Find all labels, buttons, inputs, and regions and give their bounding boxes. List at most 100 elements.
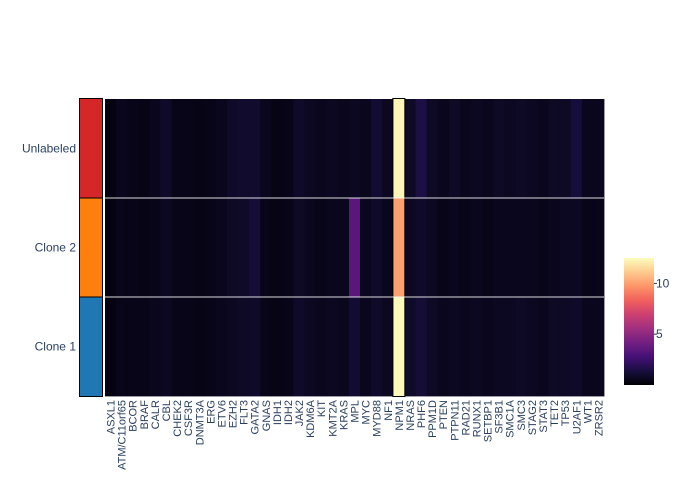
heatmap-cell-unlabeled-sf3b1 xyxy=(493,99,505,199)
heatmap-cell-unlabeled-bcor xyxy=(127,99,139,199)
heatmap-cell-clone-2-etv6 xyxy=(215,198,228,298)
heatmap-cell-clone-1-idh2 xyxy=(282,297,294,397)
heatmap-cell-clone-2-kdm6a xyxy=(304,198,317,298)
heatmap-cell-clone-2-nf1 xyxy=(382,198,394,298)
heatmap-cell-unlabeled-smc1a xyxy=(504,99,516,199)
heatmap-cell-clone-1-pten xyxy=(437,297,450,397)
heatmap-cell-unlabeled-gnas xyxy=(260,99,272,199)
x-tick-label-u2af1: U2AF1 xyxy=(571,400,583,434)
heatmap-cell-clone-2-tp53 xyxy=(559,198,572,298)
x-tick-label-setbp1: SETBP1 xyxy=(483,400,495,442)
heatmap-cell-clone-1-zrsr2 xyxy=(592,297,605,397)
heatmap-cell-clone-1-ppm1d xyxy=(426,297,439,397)
heatmap-cell-unlabeled-ppm1d xyxy=(426,99,439,199)
heatmap-cell-unlabeled-runx1 xyxy=(470,99,483,199)
x-tick-label-asxl1: ASXL1 xyxy=(106,400,118,434)
heatmap-cell-unlabeled-smc3 xyxy=(515,99,527,199)
x-tick-label-chek2: CHEK2 xyxy=(172,400,184,437)
heatmap-cell-clone-1-rad21 xyxy=(459,297,472,397)
heatmap-cell-clone-1-mpl xyxy=(348,297,361,397)
heatmap-cell-unlabeled-etv6 xyxy=(215,99,228,199)
heatmap-cell-clone-1-cbl xyxy=(160,297,172,397)
heatmap-cell-clone-1-myd88 xyxy=(371,297,383,397)
heatmap-cell-clone-1-flt3 xyxy=(238,297,250,397)
heatmap-cell-clone-1-kdm6a xyxy=(304,297,317,397)
colorbar-gradient xyxy=(624,258,654,385)
x-tick-label-kmt2a: KMT2A xyxy=(327,399,339,436)
heatmap-cell-clone-2-pten xyxy=(437,198,450,298)
heatmap-cell-clone-1-kras xyxy=(337,297,350,397)
heatmap-cell-clone-1-idh1 xyxy=(271,297,283,397)
x-tick-label-ppm1d: PPM1D xyxy=(427,400,439,438)
colorbar-tick-label-10: 10 xyxy=(656,276,670,290)
heatmap-cell-clone-1-kit xyxy=(315,297,328,397)
y-tick-label-unlabeled: Unlabeled xyxy=(22,142,76,156)
heatmap-cell-clone-1-chek2 xyxy=(171,297,184,397)
heatmap-cell-unlabeled-dnmt3a xyxy=(193,99,206,199)
heatmap-cell-clone-2-jak2 xyxy=(293,198,305,298)
heatmap-cell-clone-2-wt1 xyxy=(581,198,594,298)
heatmap-cell-clone-2-idh2 xyxy=(282,198,294,298)
heatmap-cell-unlabeled-npm1 xyxy=(393,99,405,199)
heatmap-cell-unlabeled-idh2 xyxy=(282,99,294,199)
heatmap-cell-clone-2-ezh2 xyxy=(226,198,239,298)
colorbar: 5 10 xyxy=(624,258,670,385)
heatmap-cell-clone-2-rad21 xyxy=(459,198,472,298)
heatmap-cell-clone-1-bcor xyxy=(127,297,139,397)
heatmap-cell-clone-2-runx1 xyxy=(470,198,483,298)
row-separators xyxy=(105,197,604,298)
y-tick-label-clone-2: Clone 2 xyxy=(35,241,77,255)
x-tick-label-calr: CALR xyxy=(150,400,162,429)
heatmap-cell-unlabeled-u2af1 xyxy=(570,99,583,199)
x-tick-label-wt1: WT1 xyxy=(582,400,594,423)
heatmap-cell-clone-1-sf3b1 xyxy=(493,297,505,397)
x-tick-label-dnmt3a: DNMT3A xyxy=(194,399,206,445)
heatmap-cell-unlabeled-kit xyxy=(315,99,328,199)
x-tick-label-nf1: NF1 xyxy=(383,400,395,421)
heatmap-cell-clone-1-braf xyxy=(138,297,150,397)
heatmap-cell-clone-1-asxl1 xyxy=(105,297,117,397)
heatmap-cell-unlabeled-setbp1 xyxy=(482,99,494,199)
heatmap-cell-clone-2-smc1a xyxy=(504,198,516,298)
heatmap-cell-unlabeled-kdm6a xyxy=(304,99,317,199)
heatmap-cell-clone-2-flt3 xyxy=(238,198,250,298)
x-tick-label-ptpn11: PTPN11 xyxy=(449,400,461,441)
heatmap-cell-clone-2-npm1 xyxy=(393,198,405,298)
x-tick-label-nras: NRAS xyxy=(405,400,417,431)
y-tick-label-clone-1: Clone 1 xyxy=(35,340,77,354)
heatmap-cell-clone-1-calr xyxy=(149,297,161,397)
heatmap-cell-unlabeled-calr xyxy=(149,99,161,199)
heatmap-cell-clone-2-zrsr2 xyxy=(592,198,605,298)
heatmap-cell-clone-1-smc3 xyxy=(515,297,527,397)
heatmap-cell-clone-2-setbp1 xyxy=(482,198,494,298)
x-tick-label-idh1: IDH1 xyxy=(272,400,284,425)
heatmap-cell-unlabeled-csf3r xyxy=(182,99,195,199)
heatmap-cell-clone-1-gata2 xyxy=(249,297,261,397)
heatmap-cell-unlabeled-tet2 xyxy=(548,99,561,199)
heatmap-cell-clone-1-ptpn11 xyxy=(448,297,461,397)
x-tick-label-ezh2: EZH2 xyxy=(228,400,240,428)
x-tick-label-tp53: TP53 xyxy=(560,400,572,426)
x-tick-label-bcor: BCOR xyxy=(128,400,140,432)
heatmap-cell-clone-1-phf6 xyxy=(415,297,427,397)
x-tick-label-cbl: CBL xyxy=(161,400,173,421)
heatmap-cell-clone-2-gnas xyxy=(260,198,272,298)
x-tick-label-myd88: MYD88 xyxy=(372,400,384,437)
heatmap-cell-unlabeled-chek2 xyxy=(171,99,184,199)
heatmap-cell-unlabeled-gata2 xyxy=(249,99,261,199)
row-color-clone-1 xyxy=(80,297,102,396)
heatmap-cell-clone-2-mpl xyxy=(348,198,361,298)
x-tick-label-kit: KIT xyxy=(316,400,328,417)
heatmap-cell-clone-2-nras xyxy=(404,198,416,298)
heatmap-cell-unlabeled-nras xyxy=(404,99,416,199)
peak-column-outline xyxy=(392,98,406,397)
heatmap-cell-unlabeled-braf xyxy=(138,99,150,199)
heatmap-cell-clone-1-wt1 xyxy=(581,297,594,397)
x-tick-label-phf6: PHF6 xyxy=(416,400,428,428)
heatmap-cell-clone-1-stat3 xyxy=(537,297,549,397)
heatmap-cell-unlabeled-zrsr2 xyxy=(592,99,605,199)
heatmap-cell-clone-2-tet2 xyxy=(548,198,561,298)
x-tick-label-runx1: RUNX1 xyxy=(471,400,483,437)
heatmap-cell-clone-1-setbp1 xyxy=(482,297,494,397)
x-tick-label-csf3r: CSF3R xyxy=(183,400,195,436)
